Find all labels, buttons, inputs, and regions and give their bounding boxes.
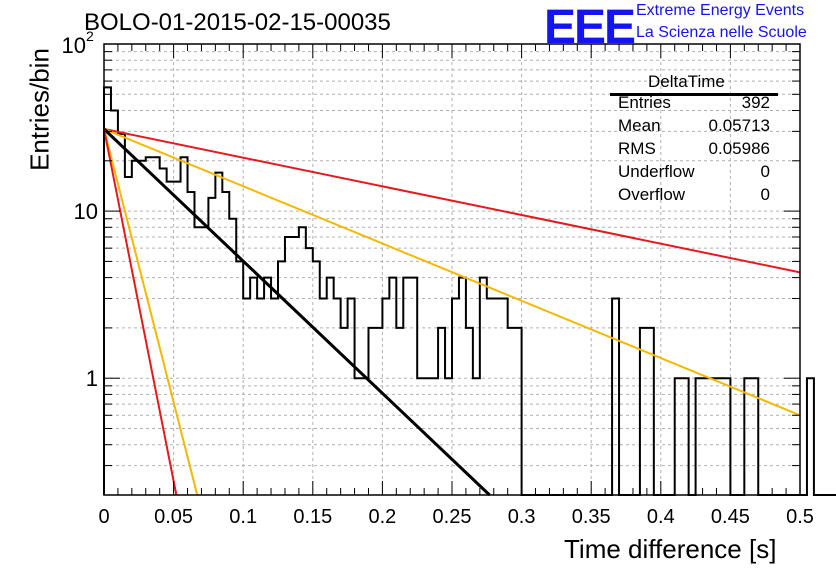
stats-row-mean: Mean 0.05713 (618, 116, 770, 136)
y-tick-label: 1 (86, 366, 98, 391)
stats-row-underflow: Underflow 0 (618, 162, 770, 182)
x-tick-label: 0.25 (433, 506, 472, 528)
series-line-0 (103, 128, 801, 274)
stats-box-title: DeltaTime (648, 72, 725, 91)
x-tick-label: 0.15 (293, 506, 332, 528)
y-tick-label: 10 (74, 199, 98, 224)
stats-row-rms: RMS 0.05986 (618, 139, 770, 159)
y-tick-label: 10 (62, 33, 86, 58)
logo-line-2: La Scienza nelle Scuole (636, 24, 807, 41)
x-tick-label: 0.1 (229, 506, 257, 528)
axis-ticks (103, 43, 801, 495)
eee-logo: EEE (544, 1, 636, 54)
histogram (103, 86, 836, 496)
exponential-curves (102, 127, 801, 497)
x-tick-label: 0.45 (711, 506, 750, 528)
x-tick-labels: 0 0.05 0.1 0.15 0.2 0.25 0.3 0.35 0.4 0.45 0.5 (98, 506, 813, 528)
chart-title: BOLO-01-2015-02-15-00035 (84, 9, 391, 36)
stats-row-overflow: Overflow 0 (618, 185, 770, 205)
stats-label: Underflow (618, 162, 695, 181)
y-tick-label-exponent: 2 (86, 28, 94, 44)
series-line-4 (103, 128, 178, 496)
stats-value: 0.05713 (708, 116, 770, 135)
stats-label: Mean (618, 116, 661, 135)
stats-box-divider (610, 93, 778, 96)
x-tick-label: 0.2 (368, 506, 396, 528)
x-tick-label: 0.3 (508, 506, 536, 528)
series-line-2 (102, 127, 491, 497)
series-line-1 (103, 128, 801, 417)
logo-line-1: Extreme Energy Events (636, 2, 805, 19)
series-line-3 (103, 128, 199, 496)
histogram-outline (103, 86, 836, 496)
x-axis-label: Time difference [s] (564, 534, 777, 564)
x-tick-label: 0 (98, 506, 109, 528)
x-tick-label: 0.4 (647, 506, 675, 528)
x-tick-label: 0.05 (154, 506, 193, 528)
stats-label: Entries (618, 93, 671, 112)
stats-label: Overflow (618, 185, 686, 204)
y-axis-label: Entries/bin (24, 48, 55, 171)
stats-value: 392 (741, 93, 770, 112)
stats-value: 0.05986 (708, 139, 770, 158)
x-tick-label: 0.5 (786, 506, 814, 528)
stats-row-entries: Entries 392 (618, 93, 770, 113)
stats-value: 0 (760, 162, 770, 181)
stats-label: RMS (618, 139, 656, 158)
stats-value: 0 (760, 185, 770, 204)
x-tick-label: 0.35 (572, 506, 611, 528)
